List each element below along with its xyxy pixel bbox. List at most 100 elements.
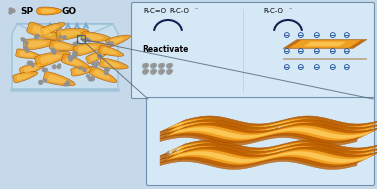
Circle shape bbox=[346, 132, 348, 134]
Circle shape bbox=[223, 138, 227, 141]
Polygon shape bbox=[160, 152, 357, 163]
Polygon shape bbox=[48, 75, 67, 83]
Circle shape bbox=[88, 77, 92, 81]
Text: ⁻: ⁻ bbox=[195, 8, 198, 13]
Circle shape bbox=[52, 50, 56, 53]
Circle shape bbox=[280, 149, 284, 152]
Circle shape bbox=[278, 127, 280, 130]
Circle shape bbox=[310, 155, 313, 157]
Circle shape bbox=[243, 136, 245, 138]
Circle shape bbox=[243, 135, 247, 139]
Text: ⊖: ⊖ bbox=[282, 32, 290, 40]
FancyBboxPatch shape bbox=[147, 98, 374, 185]
Circle shape bbox=[293, 151, 295, 153]
Circle shape bbox=[298, 150, 301, 152]
Text: ⊖: ⊖ bbox=[328, 47, 336, 56]
Circle shape bbox=[331, 157, 334, 160]
Polygon shape bbox=[165, 122, 377, 137]
Circle shape bbox=[219, 135, 222, 138]
Circle shape bbox=[69, 58, 72, 61]
Polygon shape bbox=[86, 50, 110, 64]
Circle shape bbox=[237, 134, 240, 138]
Circle shape bbox=[143, 70, 147, 74]
Polygon shape bbox=[41, 9, 56, 13]
Bar bbox=[46, 32, 49, 37]
Polygon shape bbox=[54, 43, 71, 49]
Circle shape bbox=[159, 70, 163, 74]
Polygon shape bbox=[16, 49, 41, 58]
Text: ⊖: ⊖ bbox=[328, 32, 336, 40]
Circle shape bbox=[316, 155, 318, 157]
Circle shape bbox=[280, 151, 283, 154]
Circle shape bbox=[276, 131, 280, 135]
Circle shape bbox=[39, 80, 42, 84]
Circle shape bbox=[204, 129, 208, 133]
Circle shape bbox=[211, 132, 213, 134]
Circle shape bbox=[98, 54, 101, 57]
Circle shape bbox=[346, 137, 349, 140]
Circle shape bbox=[193, 128, 196, 130]
Circle shape bbox=[221, 135, 225, 138]
Circle shape bbox=[73, 42, 76, 45]
Circle shape bbox=[329, 136, 332, 139]
Circle shape bbox=[35, 35, 38, 37]
Bar bbox=[10, 89, 120, 92]
Circle shape bbox=[74, 52, 78, 56]
Circle shape bbox=[284, 129, 287, 133]
Polygon shape bbox=[169, 144, 373, 156]
Polygon shape bbox=[73, 43, 106, 56]
Circle shape bbox=[282, 151, 286, 154]
Circle shape bbox=[340, 132, 342, 134]
Circle shape bbox=[291, 127, 294, 130]
Circle shape bbox=[303, 153, 305, 156]
Circle shape bbox=[204, 158, 207, 160]
Polygon shape bbox=[160, 119, 377, 139]
Circle shape bbox=[151, 70, 155, 74]
Circle shape bbox=[327, 156, 329, 159]
Circle shape bbox=[146, 64, 149, 67]
Circle shape bbox=[313, 128, 316, 132]
Circle shape bbox=[356, 134, 358, 136]
Circle shape bbox=[201, 131, 205, 135]
Circle shape bbox=[92, 62, 95, 65]
Circle shape bbox=[74, 43, 77, 45]
Circle shape bbox=[182, 126, 185, 129]
Polygon shape bbox=[13, 72, 38, 83]
Polygon shape bbox=[169, 120, 373, 132]
Circle shape bbox=[300, 154, 304, 157]
Circle shape bbox=[167, 70, 171, 74]
Circle shape bbox=[39, 81, 42, 84]
Polygon shape bbox=[283, 40, 367, 49]
Polygon shape bbox=[28, 41, 48, 48]
Circle shape bbox=[73, 54, 77, 57]
Circle shape bbox=[36, 34, 39, 38]
Circle shape bbox=[179, 131, 182, 135]
Circle shape bbox=[351, 157, 354, 159]
Circle shape bbox=[324, 135, 328, 138]
Circle shape bbox=[99, 54, 102, 58]
Circle shape bbox=[186, 155, 189, 159]
Circle shape bbox=[202, 153, 206, 156]
Circle shape bbox=[325, 157, 329, 160]
Circle shape bbox=[43, 68, 46, 72]
Circle shape bbox=[253, 135, 257, 138]
Circle shape bbox=[24, 46, 28, 49]
Circle shape bbox=[250, 136, 253, 139]
Polygon shape bbox=[20, 51, 35, 57]
Circle shape bbox=[358, 131, 360, 134]
Text: ⊖: ⊖ bbox=[296, 32, 304, 40]
Text: Reactivate: Reactivate bbox=[142, 45, 188, 54]
Circle shape bbox=[284, 150, 287, 153]
Circle shape bbox=[340, 159, 343, 162]
Text: ⊖: ⊖ bbox=[342, 47, 350, 56]
Text: GO: GO bbox=[61, 6, 76, 15]
Circle shape bbox=[305, 151, 309, 155]
Circle shape bbox=[207, 129, 209, 131]
Circle shape bbox=[104, 68, 108, 71]
Polygon shape bbox=[169, 127, 373, 139]
Circle shape bbox=[98, 54, 101, 58]
Circle shape bbox=[326, 132, 329, 134]
Circle shape bbox=[153, 70, 156, 73]
Circle shape bbox=[161, 64, 164, 67]
Polygon shape bbox=[169, 124, 373, 135]
